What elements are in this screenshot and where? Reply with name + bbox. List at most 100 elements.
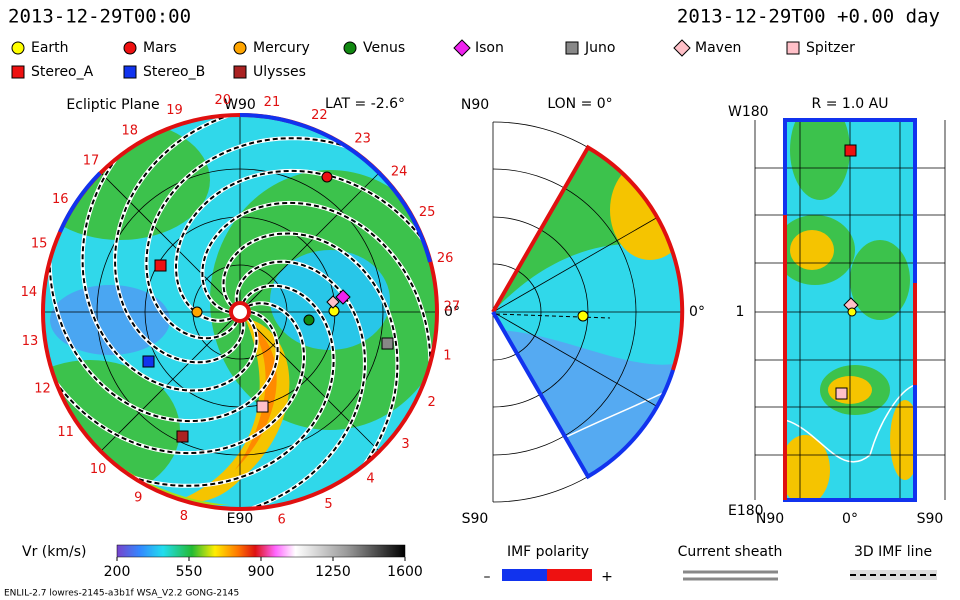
legend-marker <box>11 41 25 55</box>
longitude: LON = 0° <box>547 96 612 112</box>
ecliptic-bottom-label: E90 <box>227 511 254 527</box>
imf-line <box>114 115 404 364</box>
legend-marker <box>786 41 800 55</box>
sector-label: 11 <box>57 425 74 440</box>
radial-x-label: N90 <box>756 511 784 527</box>
legend-label: Ulysses <box>253 64 306 80</box>
legend-label: Earth <box>31 40 69 56</box>
sector-label: 25 <box>419 205 436 220</box>
colorbar-tick-label: 1600 <box>387 564 423 580</box>
legend-label: Spitzer <box>806 40 855 56</box>
sector-label: 8 <box>180 509 188 524</box>
legend-marker <box>453 39 471 57</box>
legend-label: Venus <box>363 40 405 56</box>
imf-plus: + <box>601 569 613 585</box>
sector-label: 27 <box>444 300 461 315</box>
imf-line <box>174 169 437 413</box>
sector-label: 17 <box>83 154 100 169</box>
imf-line <box>43 284 335 487</box>
meridional-boundary <box>491 144 685 371</box>
footer: ENLIL-2.7 lowres-2145-a3b1f WSA_V2.2 GON… <box>4 589 239 599</box>
latitude: LAT = -2.6° <box>325 96 405 112</box>
meridional-field <box>493 147 683 477</box>
colorbar-tick-label: 550 <box>176 564 203 580</box>
legend-marker <box>565 41 579 55</box>
legend-label: Stereo_A <box>31 64 94 80</box>
sector-label: 4 <box>366 472 374 487</box>
radial-title: R = 1.0 AU <box>812 96 889 112</box>
meridional-boundary-neg <box>491 310 675 480</box>
imf-line <box>145 137 437 340</box>
radial-middle-label: 1 <box>736 304 745 320</box>
sector-label: 18 <box>121 123 138 138</box>
sector-label: 24 <box>391 164 408 179</box>
sector-label: 15 <box>31 237 48 252</box>
radial-top-label: W180 <box>728 104 769 120</box>
legend-marker <box>233 65 247 79</box>
ecliptic-right-label: 0° <box>444 304 460 320</box>
sector-label: 3 <box>401 437 409 452</box>
colorbar-tick-label: 1250 <box>315 564 351 580</box>
model-time: 2013-12-29T00 +0.00 day <box>677 6 940 28</box>
colorbar <box>116 544 406 558</box>
sector-label: 10 <box>90 462 107 477</box>
colorbar-tick-label: 200 <box>104 564 131 580</box>
earth-marker <box>577 310 589 322</box>
colorbar-title: Vr (km/s) <box>22 544 86 560</box>
radial-x-label: S90 <box>917 511 944 527</box>
sector-label: 5 <box>324 497 332 512</box>
radial-bottom-label: E180 <box>728 503 764 519</box>
sector-label: 20 <box>214 93 231 108</box>
ecliptic-boundary-neg <box>239 113 432 263</box>
legend-label: Mercury <box>253 40 310 56</box>
imf-positive <box>547 569 592 581</box>
imf-line <box>495 313 611 319</box>
radial-bodies <box>835 144 859 400</box>
sector-label: 6 <box>278 512 286 527</box>
imf-line <box>201 201 432 509</box>
sun <box>229 301 251 323</box>
legend-marker <box>11 65 25 79</box>
timestamp: 2013-12-29T00:00 <box>8 6 191 28</box>
sector-label: 1 <box>443 349 451 364</box>
sector-label: 9 <box>134 491 142 506</box>
sector-label: 14 <box>21 285 38 300</box>
imf-line <box>81 115 269 392</box>
meridional-right-label: 0° <box>689 304 705 320</box>
legend: Earth Mars Mercury Venus Ison Juno Maven Spitze… <box>11 39 855 80</box>
ecliptic-bodies <box>142 171 394 443</box>
legend-label: Mars <box>143 40 177 56</box>
imf-line <box>76 260 366 509</box>
radial-x-label: 0° <box>842 511 858 527</box>
imf-negative <box>502 569 547 581</box>
legend-marker <box>343 41 357 55</box>
sector-label: 21 <box>264 95 281 110</box>
legend-marker <box>123 65 137 79</box>
sector-label: 13 <box>22 334 39 349</box>
sector-label: 19 <box>166 103 183 118</box>
imf-line <box>48 115 279 423</box>
meridional-top-label: N90 <box>461 97 489 113</box>
sector-label: 2 <box>427 395 435 410</box>
sector-label: 12 <box>34 382 51 397</box>
imf-minus: – <box>484 569 491 585</box>
imf-line-key: 3D IMF line <box>854 544 932 560</box>
legend-label: Juno <box>584 40 615 56</box>
legend-marker <box>233 41 247 55</box>
colorbar-ticks: 200 550 900 1250 1600 <box>104 557 423 580</box>
legend-marker <box>673 39 691 57</box>
ecliptic-title: Ecliptic Plane <box>66 97 159 113</box>
sector-label: 16 <box>52 192 69 207</box>
imf-polarity-title: IMF polarity <box>507 544 589 560</box>
legend-marker <box>123 41 137 55</box>
legend-label: Maven <box>695 40 741 56</box>
meridional-bottom-label: S90 <box>462 511 489 527</box>
current-sheath-key: Current sheath <box>678 544 783 560</box>
legend-label: Stereo_B <box>143 64 205 80</box>
sector-label: 23 <box>354 132 371 147</box>
imf-line <box>211 232 399 509</box>
sector-label: 22 <box>311 108 328 123</box>
legend-label: Ison <box>475 40 504 56</box>
